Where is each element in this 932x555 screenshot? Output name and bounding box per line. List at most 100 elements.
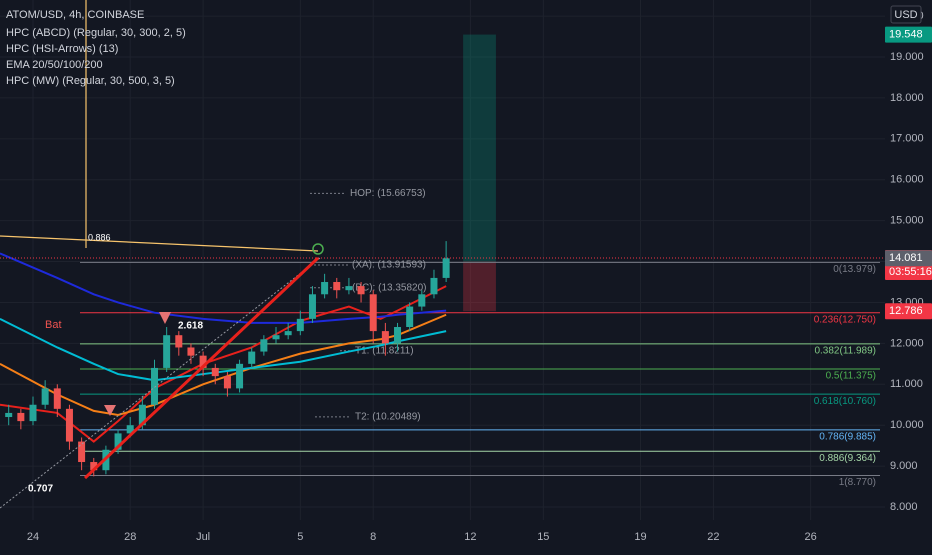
fib-label: 0.786(9.885): [819, 432, 876, 443]
candle-body: [333, 282, 341, 291]
x-tick-label: Jul: [196, 531, 210, 543]
candle-body: [163, 335, 171, 368]
candle-body: [418, 294, 426, 307]
target-label: (XA): (13.91593): [352, 260, 426, 271]
legend-entry: HPC (MW) (Regular, 30, 500, 3, 5): [6, 75, 175, 87]
ema-tag-label: 14.081: [889, 252, 923, 264]
arrow-marker: [159, 312, 171, 324]
candle-body: [442, 258, 450, 278]
x-tick-label: 12: [464, 531, 476, 543]
y-tick-label: 19.000: [890, 51, 924, 63]
pattern-line: [0, 235, 319, 252]
x-tick-label: 5: [297, 531, 303, 543]
candle-body: [369, 294, 377, 332]
candle-body: [187, 347, 195, 356]
legend-entry: HPC (ABCD) (Regular, 30, 300, 2, 5): [6, 27, 186, 39]
candle-body: [5, 412, 13, 418]
star-marker: [312, 243, 324, 255]
candle-body: [430, 277, 438, 295]
target-label: T2: (10.20489): [355, 411, 421, 422]
y-tick-label: 18.000: [890, 92, 924, 104]
last-price-tag-countdown: 03:55:16: [889, 266, 932, 278]
loss-zone: [463, 261, 496, 312]
x-tick-label: 28: [124, 531, 136, 543]
plot: 0(13.979) 0.236(12.750) 0.382(11.989) 0.5(1…: [0, 34, 885, 488]
y-tick-label: 17.000: [890, 133, 924, 145]
target-tag: [885, 26, 932, 43]
candle-body: [357, 286, 365, 295]
candle-body: [394, 327, 402, 344]
candle-body: [381, 331, 389, 344]
candle-body: [29, 404, 37, 422]
y-tick-label: 15.000: [890, 215, 924, 227]
x-tick-label: 8: [370, 531, 376, 543]
stop-tag: [885, 303, 932, 320]
candle-body: [260, 339, 268, 352]
candle-body: [138, 404, 146, 426]
currency-label[interactable]: USD: [894, 9, 917, 21]
candle-body: [53, 388, 61, 409]
candle-body: [199, 355, 207, 368]
fib-label: 0.618(10.760): [814, 396, 876, 407]
ratio-label: 0.886: [88, 232, 111, 242]
pattern-label: Bat: [45, 319, 62, 331]
candle-body: [78, 441, 86, 463]
candle-body: [236, 363, 244, 389]
currency-button[interactable]: [890, 5, 922, 24]
x-tick-label: 19: [634, 531, 646, 543]
fib-label: 1(8.770): [839, 477, 876, 488]
candle-body: [223, 376, 231, 389]
grid: [0, 0, 885, 520]
candle-body: [175, 335, 183, 348]
candle-body: [90, 462, 98, 471]
y-tick-label: 8.000: [890, 501, 918, 513]
annotations: Bat 2.618 0.886 0.707: [28, 232, 203, 494]
ema-line: [0, 252, 447, 324]
target-tag-label: 19.548: [889, 28, 923, 40]
target-label: (BC): (13.35820): [352, 282, 426, 293]
x-tick-label: 26: [805, 531, 817, 543]
legend: ATOM/USD, 4h, COINBASE HPC (ABCD) (Regul…: [6, 9, 186, 87]
candle-body: [272, 335, 280, 340]
fib-label: 0.382(11.989): [814, 345, 876, 356]
legend-entry: HPC (HSI-Arrows) (13): [6, 43, 118, 55]
candle-body: [406, 306, 414, 328]
y-tick-label: 16.000: [890, 174, 924, 186]
x-tick-label: 24: [27, 531, 39, 543]
pattern-line: [83, 256, 320, 480]
ema-line: [0, 285, 447, 443]
candle-body: [308, 294, 316, 319]
candle-body: [296, 318, 304, 332]
ratio-label: 0.707: [28, 484, 53, 495]
fib-label: 0.236(12.750): [814, 314, 876, 325]
candle-body: [151, 367, 159, 405]
candle-body: [126, 425, 134, 434]
y-tick-label: 10.000: [890, 419, 924, 431]
y-tick-label: 12.000: [890, 337, 924, 349]
target-label: T1: (11.8211): [355, 345, 414, 356]
legend-entry: ATOM/USD, 4h, COINBASE: [6, 9, 144, 21]
arrow-marker: [104, 405, 116, 416]
y-tick-label: 11.000: [890, 378, 923, 390]
ema-tag: [885, 250, 932, 267]
candle-body: [114, 433, 122, 450]
candle-body: [248, 351, 256, 364]
profit-zone: [463, 34, 496, 262]
fib-label: 0(13.979): [833, 264, 876, 275]
stop-tag-label: 12.786: [889, 305, 923, 317]
time-axis: [0, 520, 932, 550]
candle-body: [65, 408, 73, 442]
target-label: HOP: (15.66753): [350, 188, 426, 199]
candle-body: [345, 286, 353, 291]
ema-line: [0, 317, 447, 382]
candle-body: [211, 367, 219, 377]
fib-label: 0.886(9.364): [819, 453, 876, 464]
y-tick-label: 9.000: [890, 460, 918, 472]
fib-label: 0.5(11.375): [826, 371, 876, 382]
x-tick-label: 15: [537, 531, 549, 543]
candle-body: [17, 412, 25, 422]
legend-entry: EMA 20/50/100/200: [6, 59, 103, 71]
candle-body: [321, 282, 329, 295]
